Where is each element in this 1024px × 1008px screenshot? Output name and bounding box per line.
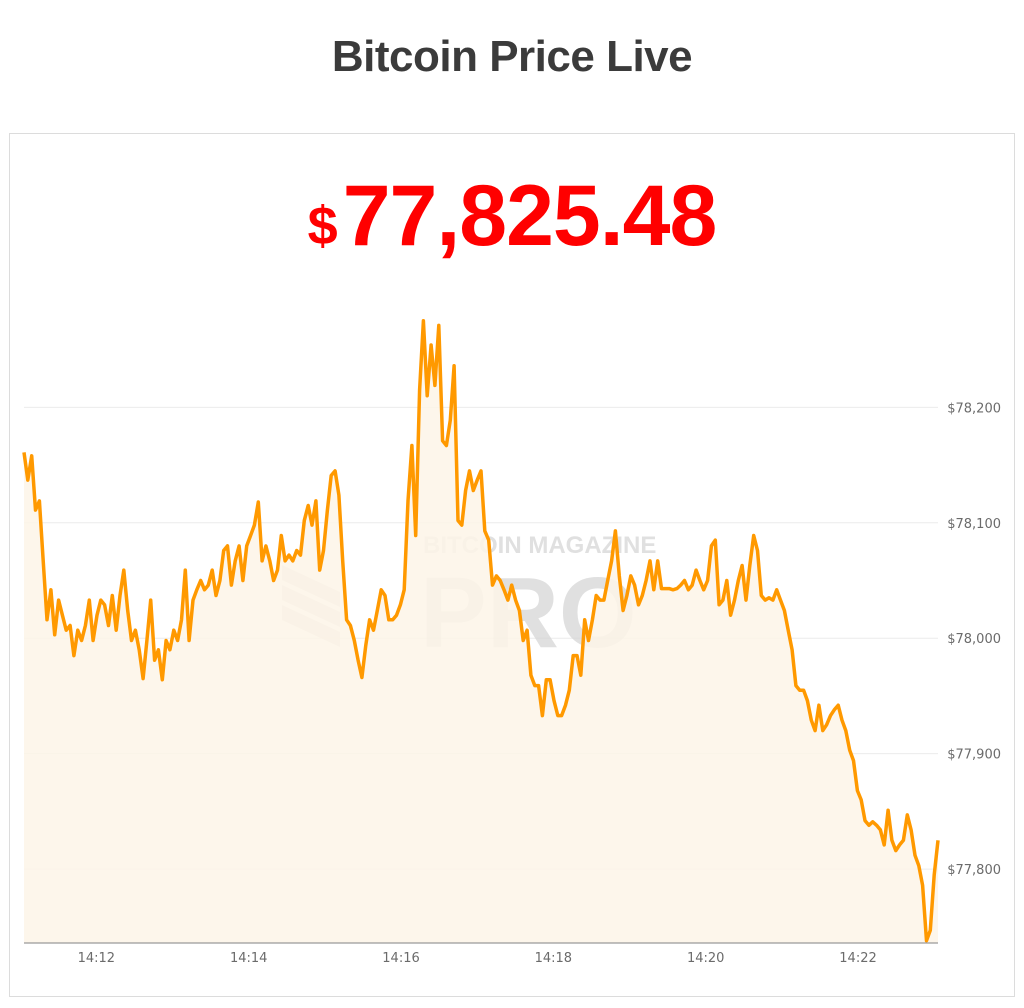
- y-tick-label: $77,900: [947, 748, 1001, 763]
- x-tick-label: 14:18: [535, 951, 572, 966]
- current-price: $77,825.48: [0, 168, 1024, 264]
- currency-symbol: $: [307, 196, 338, 256]
- price-value: 77,825.48: [342, 168, 718, 264]
- price-area-fill: [24, 320, 938, 943]
- price-card: [9, 133, 1015, 997]
- x-tick-label: 14:14: [230, 951, 267, 966]
- x-tick-label: 14:22: [839, 951, 876, 966]
- x-tick-label: 14:12: [78, 951, 115, 966]
- y-tick-label: $77,800: [947, 863, 1001, 878]
- y-tick-label: $78,100: [947, 517, 1001, 532]
- price-line: [22, 319, 940, 943]
- page-title: Bitcoin Price Live: [331, 32, 693, 81]
- y-tick-label: $78,000: [947, 632, 1001, 647]
- x-tick-label: 14:20: [687, 951, 724, 966]
- y-tick-label: $78,200: [947, 401, 1001, 416]
- x-tick-label: 14:16: [382, 951, 419, 966]
